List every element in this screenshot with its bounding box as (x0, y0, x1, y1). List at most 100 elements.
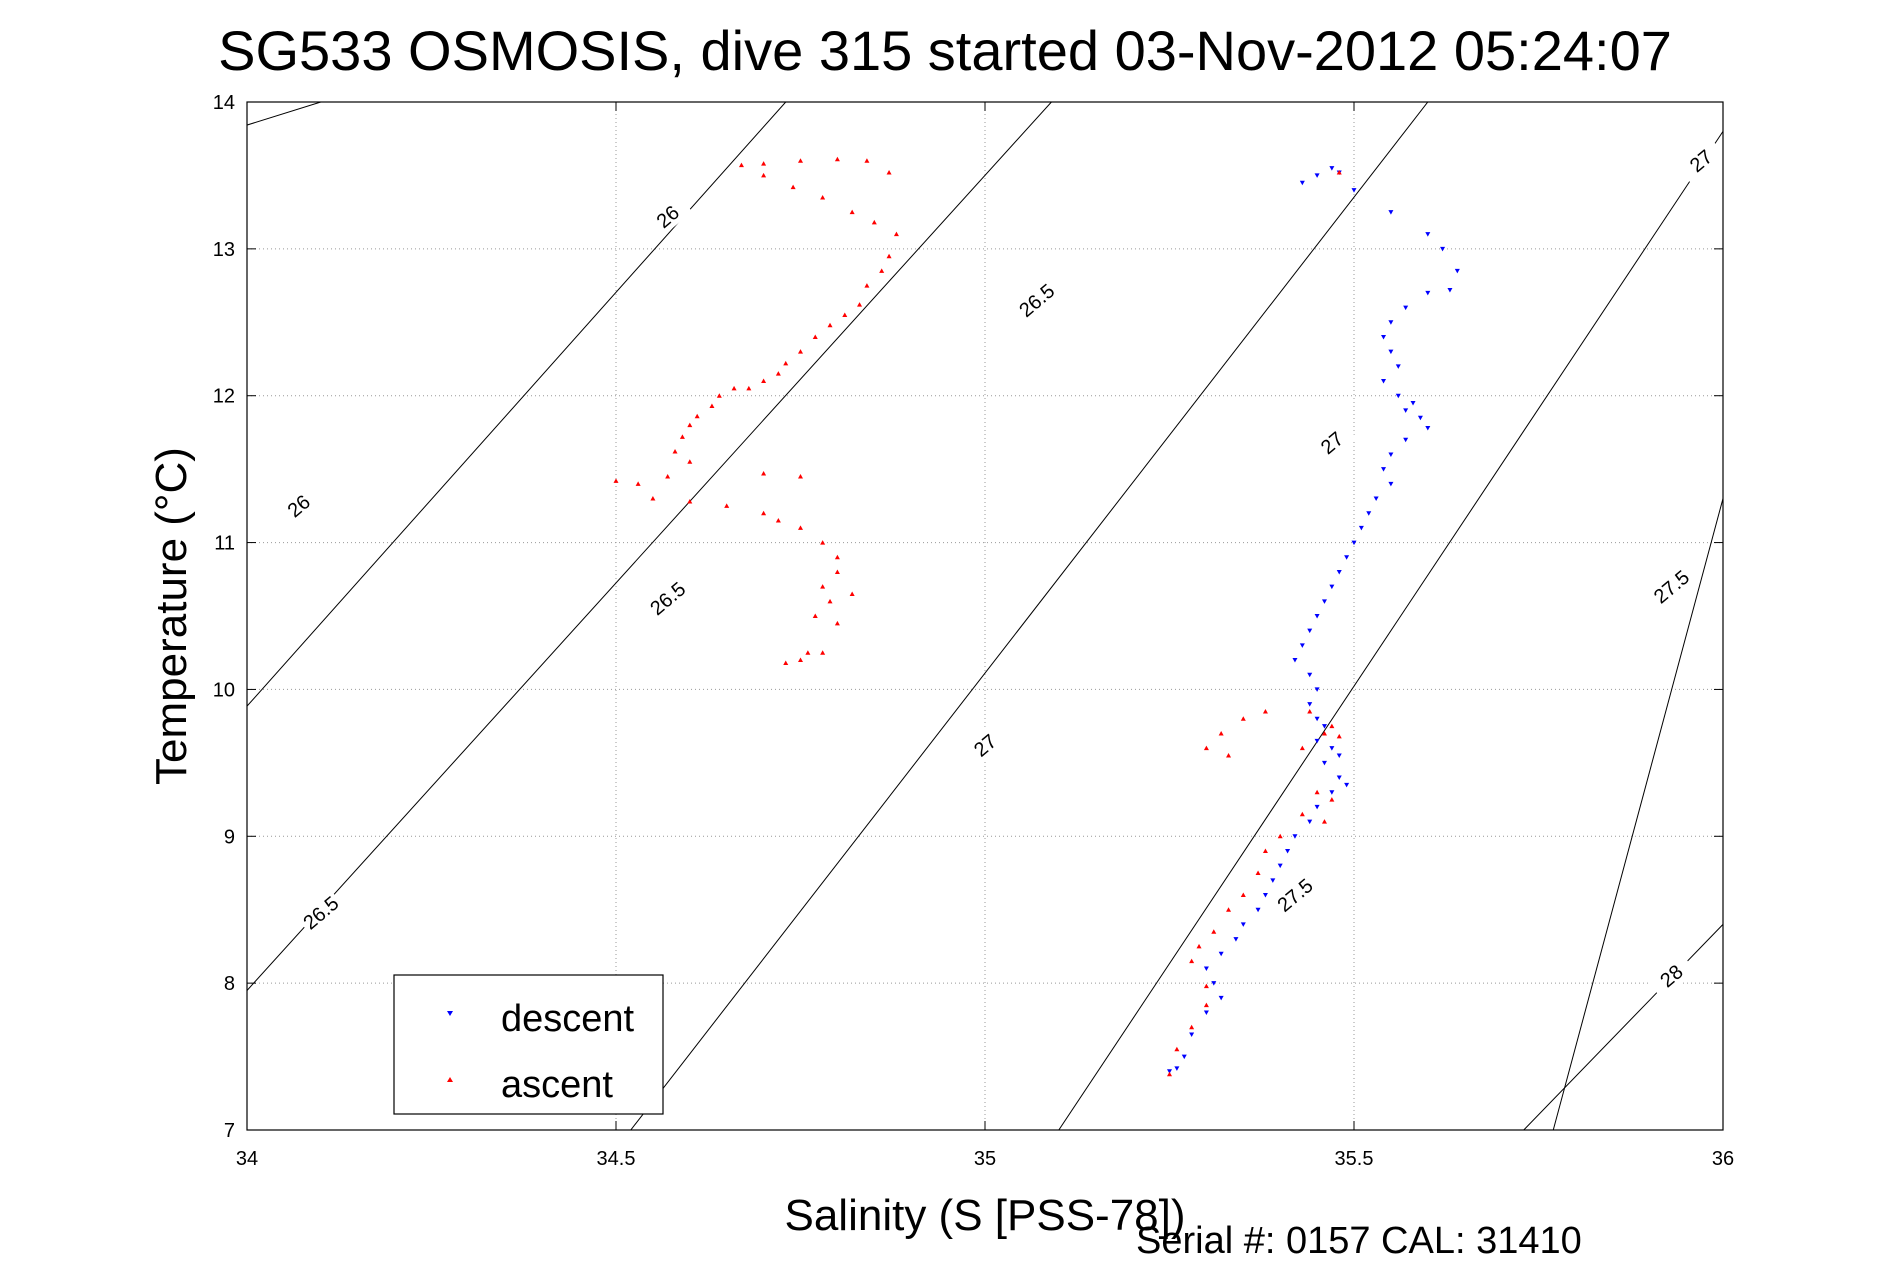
ascent-point (820, 194, 826, 200)
ascent-point (775, 518, 781, 523)
descent-point (1395, 364, 1401, 369)
ascent-point (798, 525, 803, 530)
descent-point (1366, 511, 1372, 516)
y-axis-label: Temperature (°C) (147, 447, 196, 785)
ascent-point (672, 449, 678, 454)
contour-label-bg (1675, 135, 1726, 185)
descent-point (1292, 834, 1298, 839)
descent-point (1314, 687, 1320, 692)
descent-point (1329, 584, 1335, 590)
ascent-point (1277, 833, 1283, 839)
ascent-point (1329, 723, 1335, 729)
descent-point (1403, 437, 1409, 443)
ascent-point (886, 253, 892, 259)
ascent-point (783, 360, 789, 366)
descent-point (1307, 628, 1313, 634)
contour-label-bg (959, 720, 1010, 769)
ascent-point (709, 403, 715, 408)
y-tick-label: 12 (213, 386, 235, 408)
x-tick-label: 35.5 (1335, 1148, 1374, 1170)
ascent-point (1307, 708, 1313, 714)
ascent-point (1240, 892, 1246, 898)
ascent-point (827, 322, 833, 328)
ascent-point (798, 158, 803, 163)
ascent-point (775, 371, 781, 376)
descent-point (1351, 540, 1357, 546)
contour-label-bg (1269, 870, 1320, 919)
ascent-point (1218, 730, 1224, 736)
ascent-point (1203, 1002, 1209, 1008)
descent-point (1240, 922, 1246, 927)
isopycnal-line (247, 102, 1052, 991)
descent-point (1203, 1010, 1209, 1016)
descent-point (1329, 790, 1335, 795)
descent-point (1425, 290, 1431, 296)
descent-point (1388, 349, 1394, 355)
legend-ascent-marker (447, 1077, 453, 1082)
ascent-point (1196, 943, 1202, 949)
ascent-point (761, 161, 767, 166)
x-tick-label: 36 (1712, 1148, 1734, 1170)
footer-serial: Serial #: 0157 CAL: 31410 (1136, 1220, 1582, 1262)
ascent-point (827, 598, 833, 604)
descent-point (1454, 268, 1460, 274)
grid (247, 102, 1723, 1130)
descent-point (1321, 760, 1327, 766)
ascent-point (738, 162, 744, 168)
descent-point (1321, 599, 1327, 604)
isopycnal-line (630, 102, 1429, 1130)
contour-label-bg (641, 573, 693, 622)
ascent-point (761, 510, 767, 516)
contour-label-bg (1306, 417, 1357, 467)
descent-point (1395, 393, 1401, 399)
legend-ascent-label: ascent (501, 1064, 613, 1106)
density-contours (247, 102, 1723, 1130)
ascent-point (864, 158, 870, 163)
descent-point (1373, 496, 1379, 502)
isopycnal-line (1552, 498, 1723, 1130)
ascent-point (1321, 819, 1327, 824)
descent-point (1388, 481, 1394, 487)
ascent-point (798, 349, 803, 354)
ascent-point (812, 334, 818, 339)
contour-label-bg (272, 480, 324, 530)
descent-point (1321, 724, 1327, 729)
descent-point (1336, 753, 1342, 759)
descent-point (1314, 738, 1320, 744)
ascent-point (761, 172, 767, 178)
ascent-point (687, 422, 693, 428)
descent-point (1189, 1032, 1195, 1038)
descent-point (1381, 334, 1387, 340)
descent-point (1425, 232, 1431, 237)
ascent-point (1226, 907, 1232, 912)
chart-title: SG533 OSMOSIS, dive 315 started 03-Nov-2… (218, 19, 1672, 82)
descent-point (1336, 569, 1342, 575)
ascent-point (1262, 708, 1268, 714)
legend-descent-label: descent (501, 998, 635, 1040)
y-tick-label: 7 (224, 1120, 235, 1142)
data-series (613, 156, 1460, 1077)
ascent-point (694, 413, 700, 419)
descent-point (1425, 426, 1431, 431)
ascent-point (746, 385, 752, 391)
ascent-point (790, 184, 796, 190)
ascent-point (1314, 789, 1320, 795)
ascent-point (820, 584, 826, 589)
ascent-point (834, 554, 840, 560)
descent-point (1344, 782, 1350, 788)
ascent-point (1329, 797, 1335, 802)
legend-descent-marker (447, 1011, 453, 1016)
ascent-point (1336, 169, 1342, 175)
descent-point (1417, 415, 1423, 421)
descent-point (1381, 467, 1387, 472)
descent-point (1447, 287, 1453, 293)
descent-point (1388, 210, 1394, 215)
ascent-point (879, 268, 885, 273)
ascent-point (687, 498, 693, 504)
ascent-point (871, 219, 877, 225)
descent-point (1314, 173, 1320, 178)
ascent-point (1167, 1071, 1172, 1077)
y-tick-label: 9 (224, 826, 235, 848)
y-tick-label: 10 (213, 679, 235, 701)
